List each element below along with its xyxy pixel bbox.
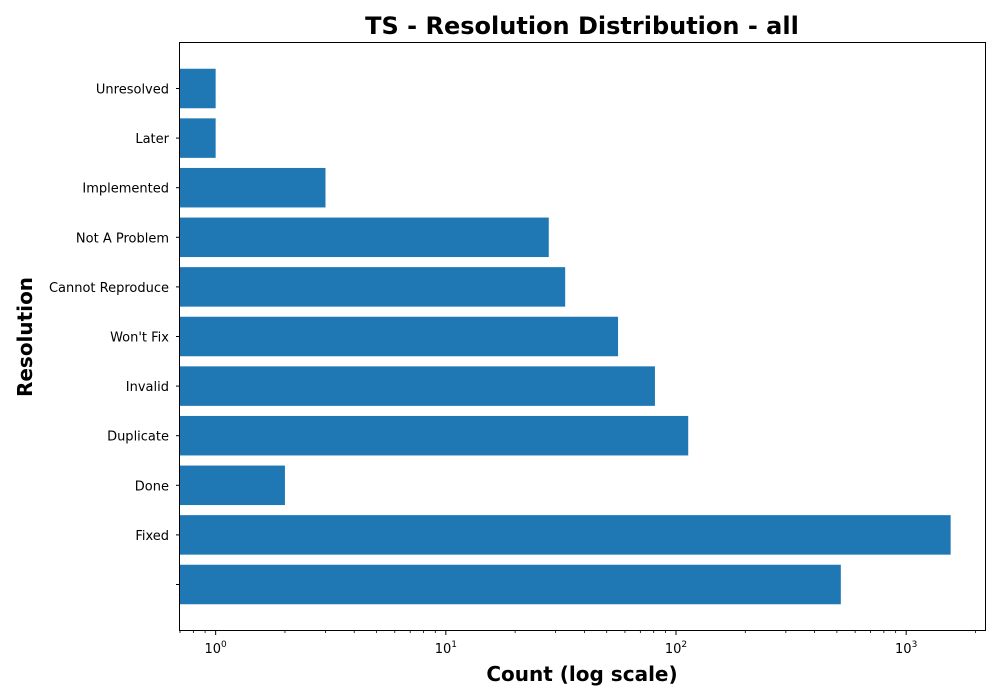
y-tick-label: Won't Fix [110, 331, 169, 346]
bars-layer [180, 68, 951, 605]
x-tick-label: 102 [665, 640, 687, 657]
y-tick-label: Cannot Reproduce [49, 281, 169, 296]
bar-won-t-fix [180, 316, 619, 357]
bar-fixed [180, 515, 951, 555]
bar-not-a-problem [180, 217, 549, 258]
y-tick-label: Later [135, 132, 169, 147]
y-tick-label: Fixed [135, 529, 169, 544]
x-tick-label: 100 [205, 640, 228, 657]
x-tick-label: 103 [895, 640, 917, 657]
y-tick-label: Implemented [82, 182, 169, 197]
x-axis: 100 101 102 103 [179, 630, 976, 657]
bar-implemented [180, 167, 326, 208]
bar-duplicate [180, 415, 689, 456]
chart-title: TS - Resolution Distribution - all [365, 12, 799, 40]
y-tick-label: Duplicate [107, 430, 169, 445]
y-axis-label: Resolution [13, 277, 37, 397]
bar-later [180, 118, 216, 158]
y-axis: Fixed Done Duplicate Invalid Won't Fix Cannot… [49, 83, 180, 585]
bar-cannot-reproduce [180, 267, 566, 307]
y-tick-label: Not A Problem [76, 231, 169, 246]
bar-invalid [180, 366, 655, 406]
x-axis-label: Count (log scale) [486, 662, 677, 686]
x-tick-label: 101 [435, 640, 457, 657]
y-tick-label: Done [135, 479, 169, 494]
y-tick-label: Invalid [126, 380, 169, 395]
bar-blank [180, 564, 841, 605]
bar-done [180, 465, 285, 506]
bar-unresolved [180, 68, 216, 109]
y-tick-label: Unresolved [96, 83, 169, 98]
